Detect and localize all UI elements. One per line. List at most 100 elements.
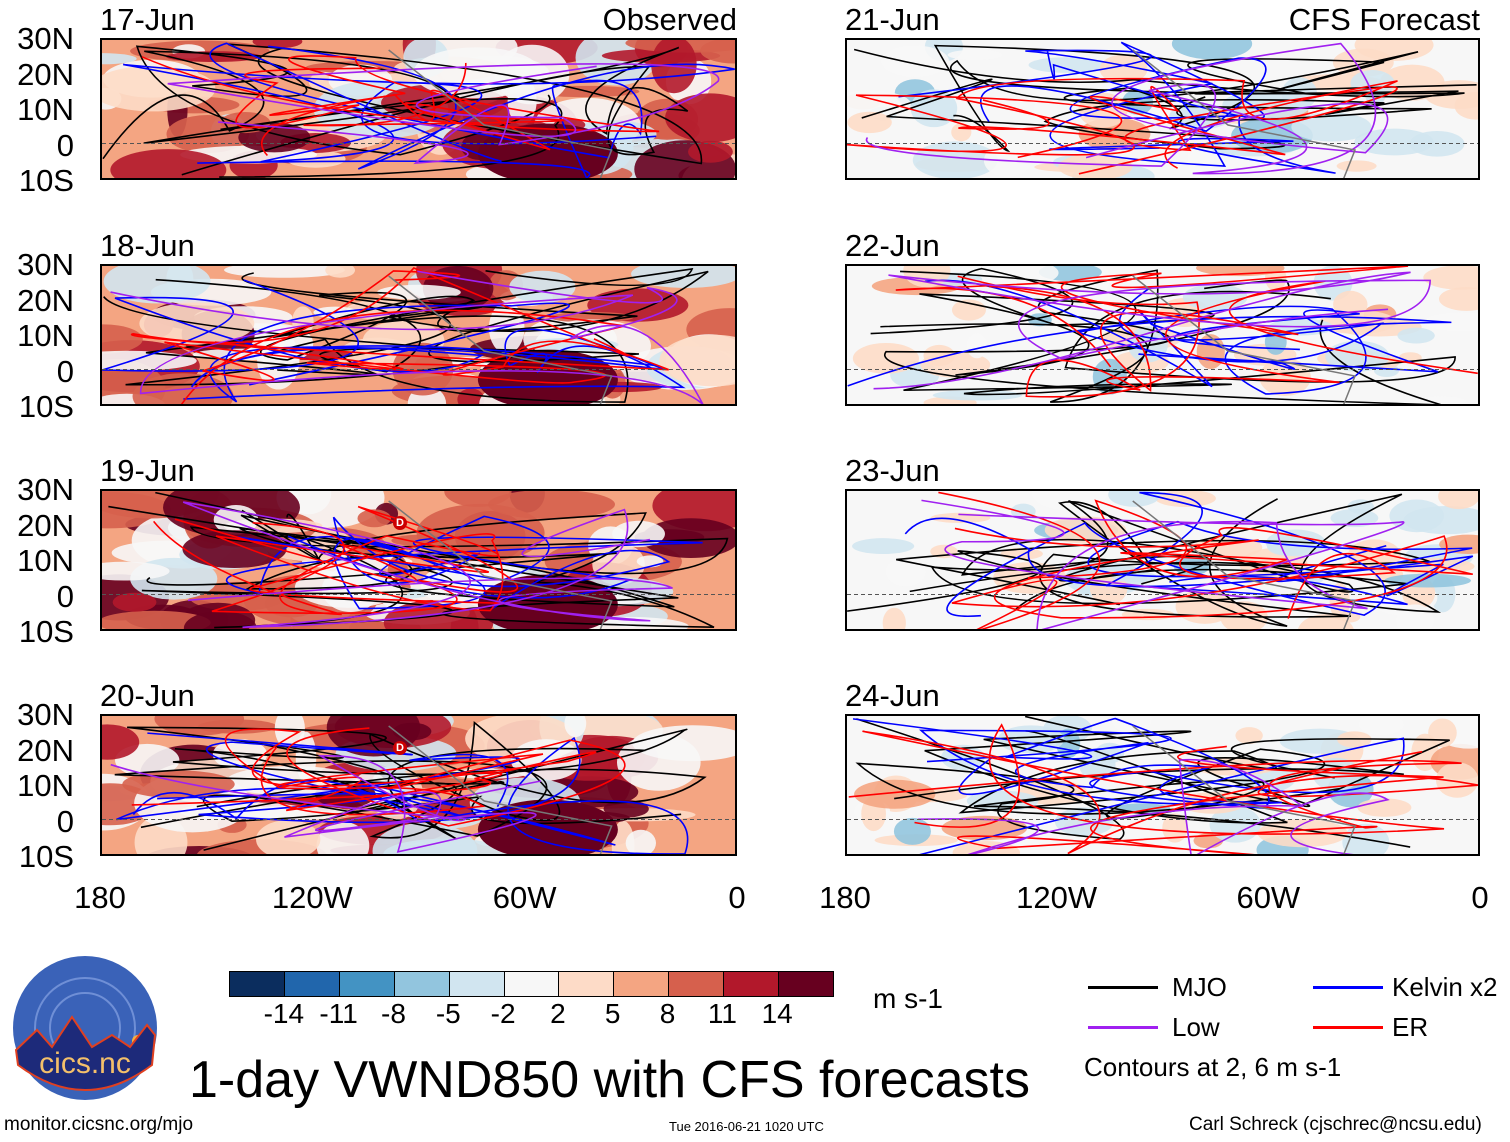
field-blob — [641, 518, 735, 558]
footer-timestamp: Tue 2016-06-21 1020 UTC — [669, 1119, 824, 1134]
x-tick-label: 60W — [492, 880, 557, 915]
vwnd-field — [847, 491, 1478, 629]
contour-line — [236, 515, 671, 610]
legend-kelvin-label: Kelvin x2 — [1392, 972, 1498, 1002]
field-blob — [1389, 499, 1444, 533]
legend-kelvin-line — [1313, 986, 1383, 989]
field-blob — [224, 266, 345, 278]
colorbar-swatch — [339, 972, 395, 996]
coastline — [1132, 275, 1357, 404]
contour-line — [110, 755, 542, 853]
colorbar-swatch — [284, 972, 340, 996]
contour-line — [895, 266, 1409, 393]
field-blob — [488, 302, 525, 354]
colorbar-tick-label: 8 — [659, 998, 676, 1029]
contour-line — [924, 279, 1439, 388]
coastline — [1132, 500, 1357, 629]
disturbance-marker: D — [393, 516, 407, 530]
coastline — [388, 500, 613, 629]
field-blob — [477, 349, 618, 404]
field-blob — [966, 333, 988, 359]
vwnd-field — [102, 491, 735, 629]
colorbar-tick-label: 14 — [761, 998, 793, 1029]
contour-line — [167, 63, 720, 165]
colorbar-swatch — [449, 972, 505, 996]
field-blob — [1265, 529, 1326, 557]
column-label: Observed — [602, 2, 737, 37]
field-blob — [923, 344, 955, 367]
y-tick-label: 30N — [17, 472, 74, 507]
map-panel-22-Jun — [845, 264, 1480, 406]
contour-line — [958, 85, 1398, 175]
colorbar-tick-label: -11 — [319, 998, 358, 1029]
panel-date: 23-Jun — [845, 453, 940, 488]
contour-line — [933, 44, 1432, 153]
y-tick-label: 0 — [56, 578, 74, 614]
svg-text:cics.nc: cics.nc — [39, 1047, 131, 1080]
footer-url[interactable]: monitor.cicsnc.org/mjo — [4, 1114, 194, 1135]
field-blob — [154, 716, 245, 736]
y-tick-label: 20N — [17, 507, 74, 543]
map-panel-19-Jun — [100, 489, 737, 631]
y-tick-label: 10S — [18, 163, 74, 198]
field-blob — [1397, 327, 1435, 344]
field-blob — [700, 40, 735, 64]
field-blob — [1297, 614, 1354, 629]
field-blob — [625, 829, 656, 854]
map-panel-23-Jun — [845, 489, 1480, 631]
panel-date: 17-Jun — [100, 2, 195, 37]
y-tick-label: 30N — [17, 21, 74, 56]
field-blob — [885, 557, 926, 587]
colorbar-swatch — [614, 972, 670, 996]
contour-line — [918, 758, 1390, 854]
field-blob — [659, 334, 735, 387]
field-blob — [1058, 153, 1133, 178]
map-panel-18-Jun — [100, 264, 737, 406]
colorbar-swatch — [230, 972, 285, 996]
panel-date: 19-Jun — [100, 453, 195, 488]
colorbar-tick-label: 11 — [707, 998, 737, 1029]
vwnd-field — [102, 40, 735, 178]
legend-mjo-line — [1088, 986, 1158, 989]
y-tick-label: 20N — [17, 282, 74, 318]
field-blob — [457, 388, 485, 404]
colorbar-swatch — [779, 972, 833, 996]
field-blob — [603, 799, 649, 818]
vwnd-field — [847, 266, 1478, 404]
coastline — [388, 725, 613, 854]
field-blob — [893, 817, 931, 845]
contour-line — [110, 270, 704, 404]
panel-date: 22-Jun — [845, 228, 940, 263]
footer-author: Carl Schreck (cjschrec@ncsu.edu) — [1189, 1114, 1482, 1135]
contour-line — [261, 62, 565, 157]
colorbar-swatch — [394, 972, 450, 996]
colorbar-tick-label: -2 — [490, 998, 516, 1029]
map-panel-21-Jun — [845, 38, 1480, 180]
field-blob — [1054, 807, 1114, 837]
vwnd-field — [847, 40, 1478, 178]
field-blob — [182, 530, 287, 569]
y-tick-label: 10S — [18, 389, 74, 424]
map-panel-24-Jun — [845, 714, 1480, 856]
contour-line — [855, 718, 1450, 841]
field-blob — [102, 561, 170, 581]
contour-line — [1027, 499, 1473, 619]
legend-er-label: ER — [1392, 1012, 1429, 1042]
field-blob — [947, 49, 1003, 61]
field-blob — [102, 65, 216, 112]
field-blob — [1347, 499, 1374, 514]
y-tick-label: 10N — [17, 318, 74, 353]
contour-line — [865, 42, 1389, 175]
contour-line — [873, 271, 1431, 390]
figure-title: 1-day VWND850 with CFS forecasts — [189, 1051, 1030, 1109]
contour-line — [135, 43, 703, 165]
coastline — [1132, 49, 1357, 178]
field-blob — [1438, 491, 1478, 510]
y-tick-label: 10N — [17, 768, 74, 803]
field-blob — [1358, 716, 1404, 736]
y-tick-label: 10N — [17, 92, 74, 127]
panel-date: 21-Jun — [845, 2, 940, 37]
contour-line — [260, 727, 626, 827]
contour-line — [900, 270, 1456, 396]
field-blob — [1235, 727, 1263, 744]
